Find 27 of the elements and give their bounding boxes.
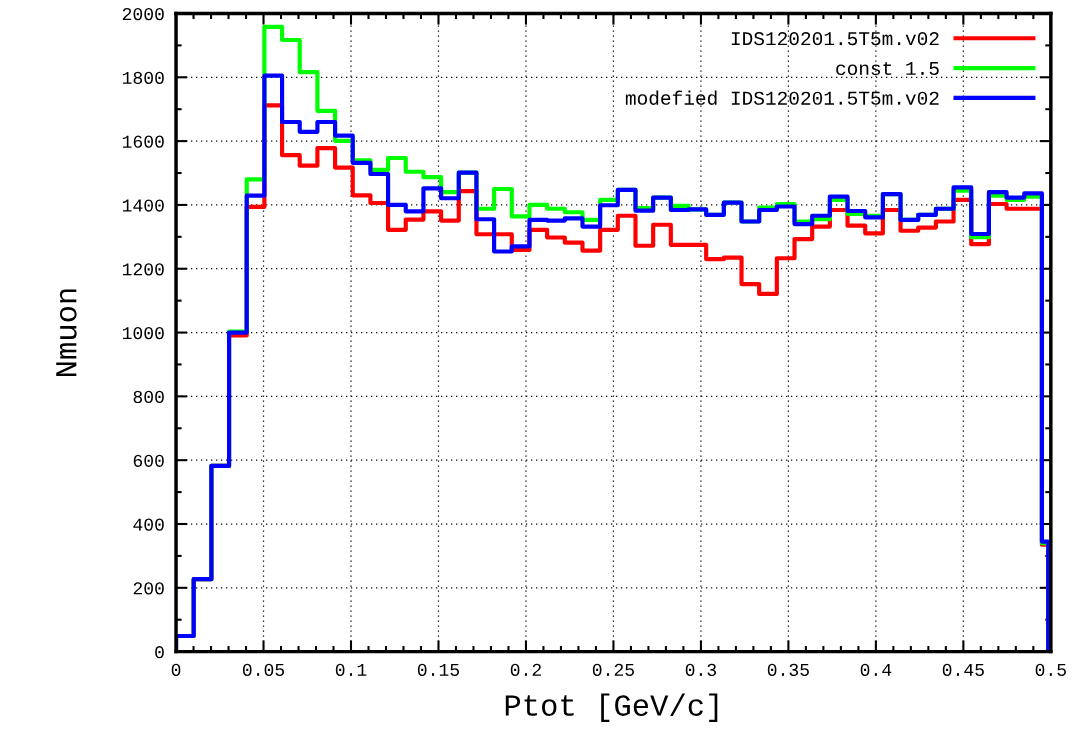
x-axis-title: Ptot [GeV/c] [505, 693, 718, 722]
x-tick-label: 0.05 [242, 663, 285, 676]
x-tick-label: 0.1 [335, 663, 367, 676]
legend-label: IDS120201.5T5m.v02 [731, 32, 939, 46]
y-tick-label: 1800 [122, 71, 164, 85]
y-tick-label: 1600 [122, 135, 164, 148]
x-tick-label: 0.25 [592, 663, 634, 676]
x-tick-label: 0.45 [942, 663, 984, 676]
x-tick-label: 0.35 [767, 663, 809, 676]
legend-label: const 1.5 [836, 61, 939, 76]
legend-label: modefied IDS120201.5T5m.v02 [625, 90, 939, 105]
y-tick-label: 0 [155, 646, 164, 659]
y-axis-title: Nmuon [56, 289, 77, 376]
x-tick-label: 0 [171, 663, 181, 676]
y-tick-label: 200 [133, 582, 164, 595]
x-tick-label: 0.2 [510, 663, 541, 676]
x-tick-label: 0.5 [1035, 663, 1066, 676]
x-tick-label: 0.15 [417, 663, 459, 676]
x-tick-label: 0.4 [860, 663, 892, 676]
y-tick-label: 1000 [122, 327, 164, 340]
y-tick-label: 1200 [122, 263, 164, 276]
y-tick-label: 1400 [122, 199, 164, 212]
y-tick-label: 600 [133, 454, 164, 467]
x-tick-label: 0.3 [685, 663, 717, 676]
y-tick-label: 400 [133, 518, 164, 531]
y-tick-label: 800 [133, 390, 164, 404]
y-tick-label: 2000 [122, 7, 164, 21]
